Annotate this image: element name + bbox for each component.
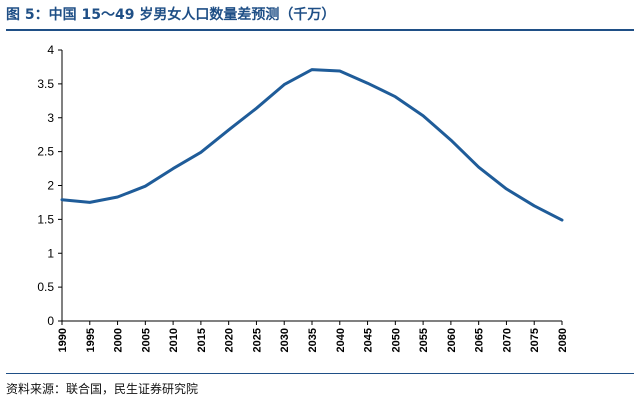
y-tick-label: 0.5 xyxy=(37,280,54,294)
data-point xyxy=(366,82,369,85)
x-tick-label: 2025 xyxy=(251,328,263,352)
data-point xyxy=(477,166,480,169)
x-tick-label: 2055 xyxy=(418,328,430,352)
x-tick-label: 1990 xyxy=(57,328,69,352)
x-tick-label: 2010 xyxy=(168,328,180,352)
data-point xyxy=(311,68,314,71)
y-tick-label: 3 xyxy=(47,111,54,125)
x-tick-label: 2035 xyxy=(307,328,319,352)
x-tick-label: 2030 xyxy=(279,328,291,352)
data-point xyxy=(338,70,341,73)
y-tick-label: 2.5 xyxy=(37,145,54,159)
data-point xyxy=(422,114,425,117)
series-line-0 xyxy=(60,68,564,222)
x-tick-label: 2065 xyxy=(474,328,486,352)
data-point xyxy=(449,139,452,142)
axes xyxy=(61,50,562,322)
x-tick-label: 2015 xyxy=(196,328,208,352)
data-point xyxy=(394,95,397,98)
data-point xyxy=(283,83,286,86)
x-tick-label: 2005 xyxy=(140,328,152,352)
data-point xyxy=(88,201,91,204)
y-tick-label: 1.5 xyxy=(37,212,54,226)
data-point xyxy=(144,185,147,188)
y-axis-ticks: 0 0.5 1 1.5 2 2.5 3 3.5 4 xyxy=(37,43,62,328)
data-point xyxy=(505,187,508,190)
y-tick-label: 4 xyxy=(47,43,54,57)
y-tick-label: 0 xyxy=(47,314,54,328)
series-group xyxy=(60,68,564,222)
x-tick-label: 2050 xyxy=(390,328,402,352)
data-point xyxy=(116,196,119,199)
y-tick-label: 3.5 xyxy=(37,77,54,91)
data-point xyxy=(227,128,230,131)
source-rule xyxy=(6,373,634,374)
x-tick-label: 2060 xyxy=(446,328,458,352)
x-tick-label: 2000 xyxy=(113,328,125,352)
x-tick-label: 2045 xyxy=(363,328,375,352)
y-tick-label: 1 xyxy=(47,246,54,260)
source-note: 资料来源：联合国，民生证券研究院 xyxy=(6,382,199,396)
chart-title: 图 5：中国 15～49 岁男女人口数量差预测（千万） xyxy=(6,7,336,23)
x-tick-label: 2070 xyxy=(501,328,513,352)
y-tick-label: 2 xyxy=(47,179,54,193)
data-point xyxy=(61,198,64,201)
data-point xyxy=(561,219,564,222)
x-tick-label: 1995 xyxy=(85,328,97,352)
x-axis-ticks: 1990 1995 2000 2005 2010 2015 2020 2025 2030 2035… xyxy=(57,321,569,352)
data-point xyxy=(199,151,202,154)
title-rule xyxy=(6,29,634,31)
x-tick-label: 2080 xyxy=(557,328,569,352)
data-point xyxy=(172,167,175,170)
x-tick-label: 2040 xyxy=(335,328,347,352)
x-tick-label: 2075 xyxy=(529,328,541,352)
x-tick-label: 2020 xyxy=(224,328,236,352)
data-point xyxy=(533,204,536,207)
data-point xyxy=(255,107,258,110)
